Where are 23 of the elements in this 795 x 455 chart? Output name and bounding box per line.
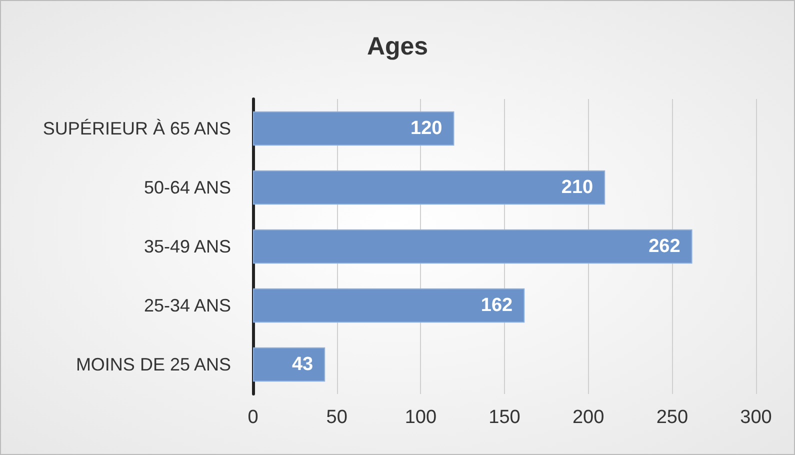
- x-tick-label: 200: [572, 407, 604, 428]
- y-tick-label: 25-34 ANS: [144, 296, 231, 316]
- x-tick-label: 50: [326, 407, 348, 428]
- chart-title: Ages: [366, 32, 428, 60]
- x-tick-label: 150: [488, 407, 520, 428]
- bar: [253, 170, 606, 205]
- bar: [253, 111, 454, 146]
- data-label: 262: [648, 236, 680, 257]
- data-label: 120: [410, 118, 442, 139]
- data-label: 210: [561, 177, 594, 198]
- x-tick-label: 250: [656, 407, 688, 428]
- x-tick-label: 300: [740, 407, 772, 428]
- y-tick-label: 35-49 ANS: [144, 236, 231, 256]
- bar: [253, 347, 326, 382]
- y-tick-label: 50-64 ANS: [144, 178, 231, 198]
- data-label: 43: [292, 354, 314, 375]
- y-tick-label: MOINS DE 25 ANS: [76, 354, 231, 374]
- x-tick-label: 100: [404, 407, 437, 428]
- x-tick-label: 0: [248, 407, 258, 428]
- data-label: 162: [480, 295, 513, 316]
- y-tick-label: SUPÉRIEUR À 65 ANS: [42, 118, 231, 138]
- bar: [253, 288, 525, 323]
- bar: [253, 229, 692, 264]
